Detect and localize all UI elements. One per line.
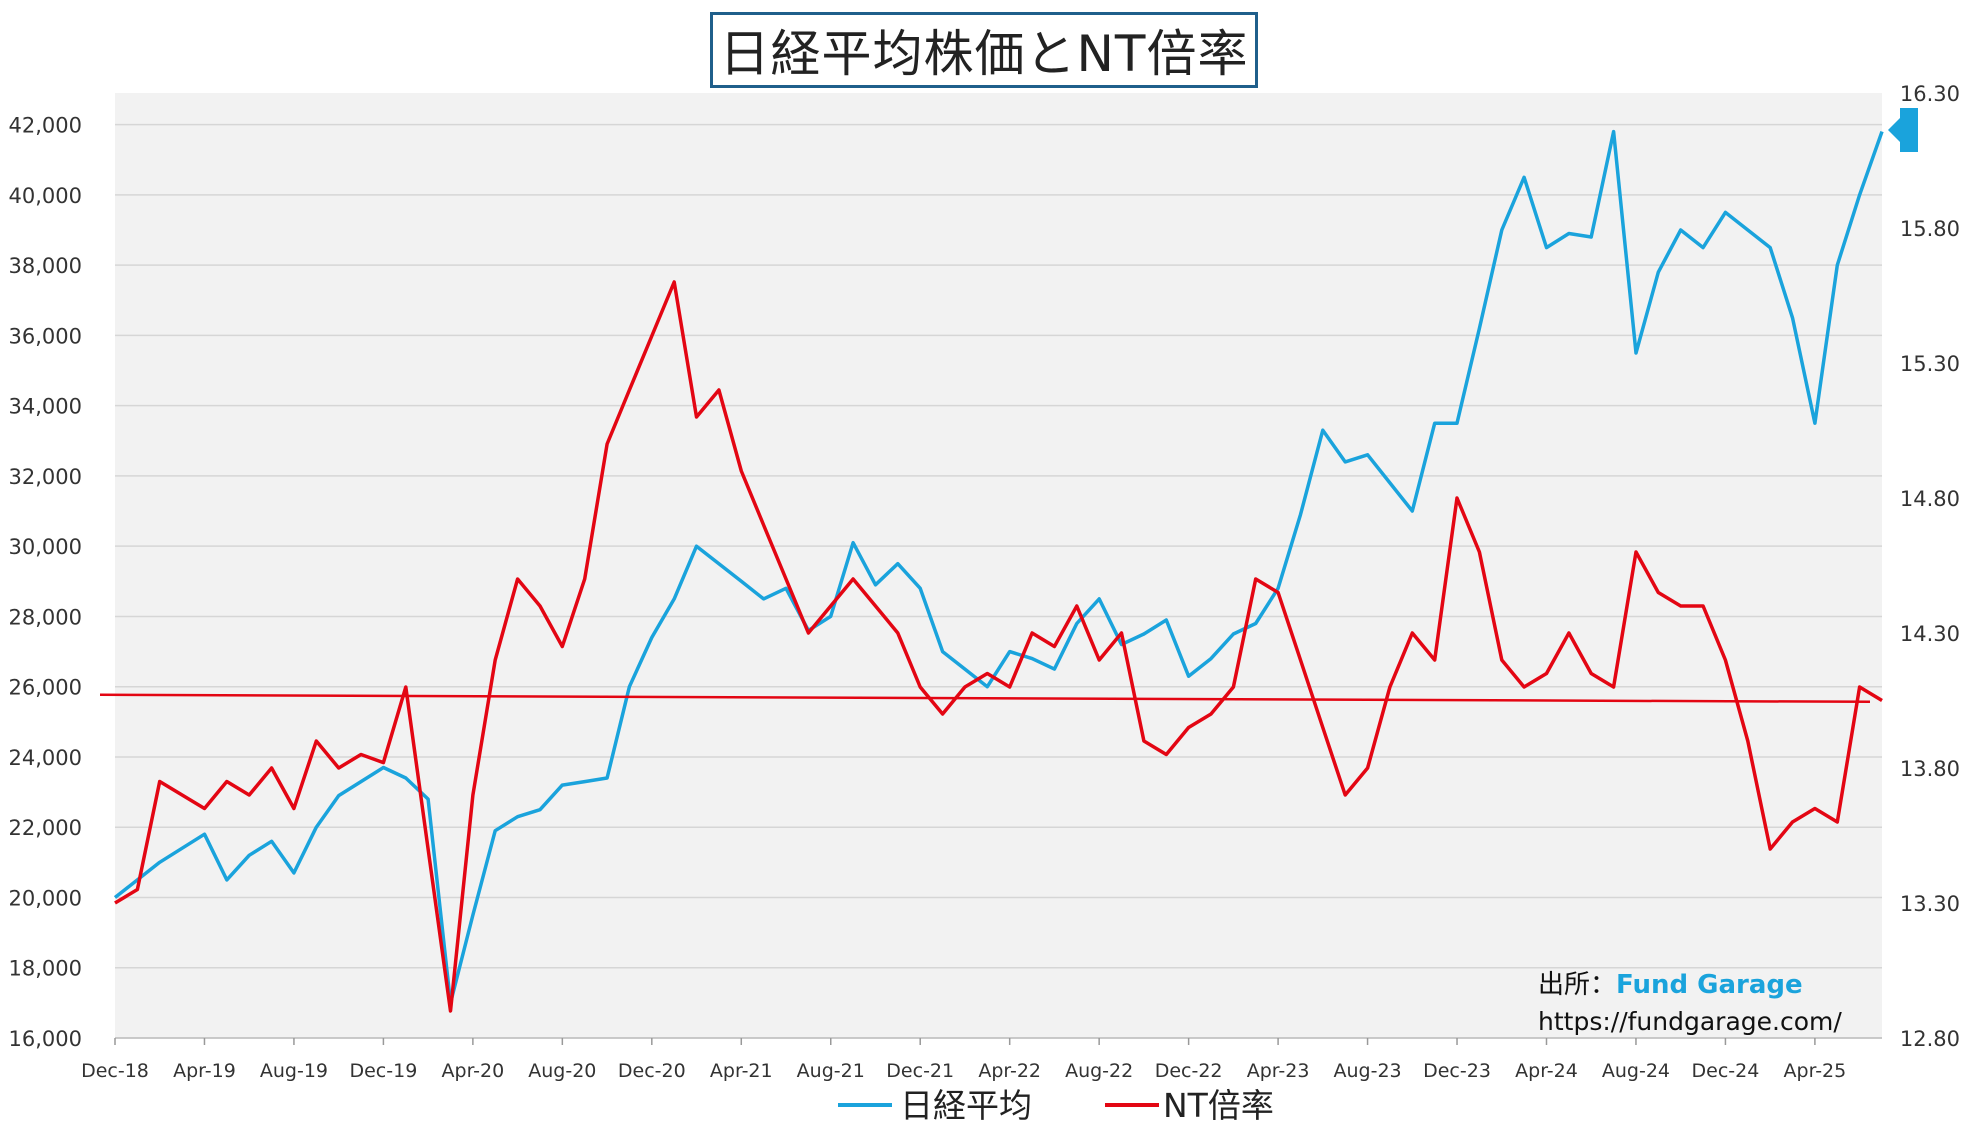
x-tick-label: Dec-18 xyxy=(81,1060,149,1082)
source-label: 出所： xyxy=(1538,970,1616,1000)
y-left-tick-label: 36,000 xyxy=(9,324,82,348)
y-left-tick-label: 30,000 xyxy=(9,535,82,559)
x-tick-label: Apr-23 xyxy=(1247,1060,1310,1082)
x-tick-label: Aug-20 xyxy=(528,1060,596,1082)
y-left-axis: 16,000 18,000 20,000 22,000 24,000 26,000 28,0… xyxy=(9,114,82,1051)
svg-text:出所：Fund Garage: 出所：Fund Garage xyxy=(1538,970,1803,1000)
y-right-tick-label: 13.80 xyxy=(1900,757,1960,781)
y-left-tick-label: 40,000 xyxy=(9,184,82,208)
y-left-tick-label: 20,000 xyxy=(9,886,82,910)
y-right-tick-label: 13.30 xyxy=(1900,892,1960,916)
y-right-tick-label: 15.80 xyxy=(1900,217,1960,241)
y-right-tick-label: 14.30 xyxy=(1900,622,1960,646)
grid-lines xyxy=(115,123,1882,1039)
x-tick-label: Aug-22 xyxy=(1065,1060,1133,1082)
y-left-tick-label: 24,000 xyxy=(9,746,82,770)
x-tick-label: Apr-25 xyxy=(1784,1060,1847,1082)
series-line-nikkei xyxy=(113,129,1884,1005)
x-tick-label: Aug-21 xyxy=(797,1060,865,1082)
y-right-tick-label: 12.80 xyxy=(1900,1027,1960,1051)
x-tick-label: Dec-20 xyxy=(618,1060,686,1082)
x-tick-label: Dec-19 xyxy=(349,1060,417,1082)
x-tick-label: Apr-22 xyxy=(978,1060,1041,1082)
x-axis: Dec-18 Apr-19 Aug-19 Dec-19 Apr-20 Aug-20 Dec-… xyxy=(81,1037,1882,1082)
y-left-tick-label: 28,000 xyxy=(9,605,82,629)
x-tick-label: Aug-19 xyxy=(260,1060,328,1082)
y-left-tick-label: 34,000 xyxy=(9,395,82,419)
source-note: 出所：Fund Garage https://fundgarage.com/ xyxy=(1538,970,1842,1036)
y-right-tick-label: 15.30 xyxy=(1900,352,1960,376)
current-value-marker-tab xyxy=(1900,108,1918,152)
y-left-tick-label: 18,000 xyxy=(9,957,82,981)
series-layer xyxy=(99,129,1884,1013)
x-tick-label: Apr-24 xyxy=(1515,1060,1578,1082)
x-tick-label: Dec-24 xyxy=(1692,1060,1760,1082)
y-left-tick-label: 32,000 xyxy=(9,465,82,489)
y-left-tick-label: 22,000 xyxy=(9,816,82,840)
x-tick-label: Dec-23 xyxy=(1423,1060,1491,1082)
y-right-tick-label: 14.80 xyxy=(1900,487,1960,511)
x-tick-label: Apr-21 xyxy=(710,1060,773,1082)
y-left-tick-label: 26,000 xyxy=(9,676,82,700)
y-right-axis: 12.80 13.30 13.80 14.30 14.80 15.30 15.80 16.30 xyxy=(1900,82,1960,1051)
x-tick-label: Apr-20 xyxy=(442,1060,505,1082)
x-tick-label: Apr-19 xyxy=(173,1060,236,1082)
legend-label-nikkei: 日経平均 xyxy=(900,1086,1032,1125)
chart-title: 日経平均株価とNT倍率 xyxy=(710,12,1258,88)
legend-label-nt: NT倍率 xyxy=(1163,1086,1274,1125)
x-tick-label: Dec-22 xyxy=(1155,1060,1223,1082)
source-url: https://fundgarage.com/ xyxy=(1538,1007,1842,1036)
y-left-tick-label: 38,000 xyxy=(9,254,82,278)
series-line-nt xyxy=(114,280,1883,1013)
x-tick-label: Aug-23 xyxy=(1333,1060,1401,1082)
legend: 日経平均 NT倍率 xyxy=(838,1086,1274,1125)
x-tick-label: Dec-21 xyxy=(886,1060,954,1082)
x-tick-label: Aug-24 xyxy=(1602,1060,1670,1082)
y-left-tick-label: 42,000 xyxy=(9,114,82,138)
plot-area xyxy=(115,93,1882,1038)
source-name: Fund Garage xyxy=(1616,970,1803,1000)
y-right-tick-label: 16.30 xyxy=(1900,82,1960,106)
reference-line xyxy=(99,693,1871,704)
y-left-tick-label: 16,000 xyxy=(9,1027,82,1051)
